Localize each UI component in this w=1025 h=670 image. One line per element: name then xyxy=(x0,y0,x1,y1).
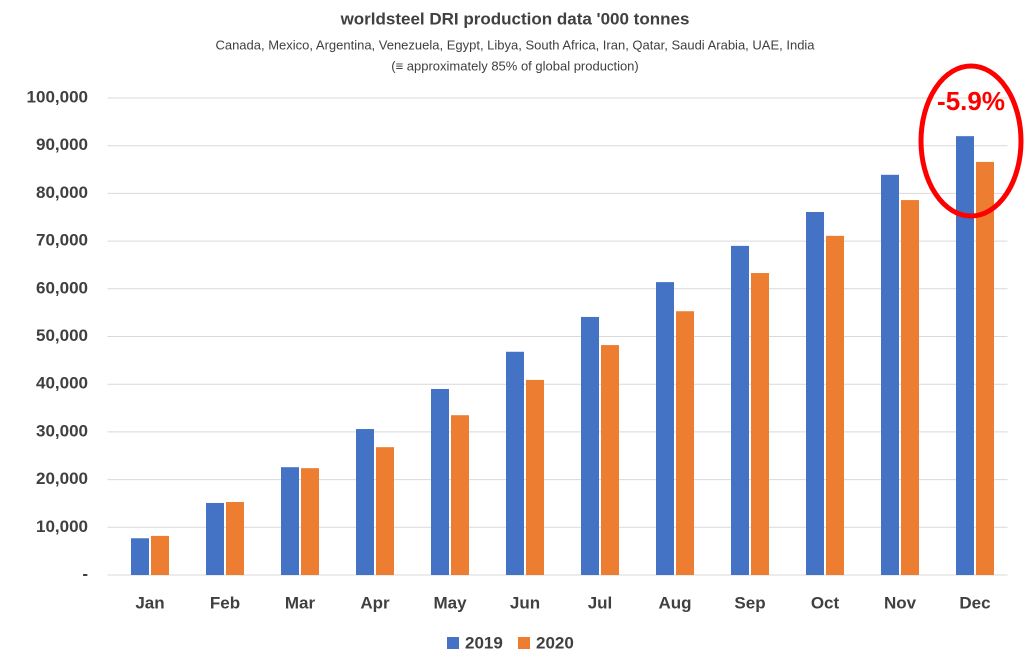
bar xyxy=(676,311,694,575)
y-tick-label: 80,000 xyxy=(36,183,88,202)
chart-title: worldsteel DRI production data '000 tonn… xyxy=(340,9,690,28)
x-tick-label: Dec xyxy=(959,593,990,612)
bar xyxy=(656,282,674,575)
y-tick-label: - xyxy=(82,564,88,583)
bar xyxy=(901,200,919,575)
bar xyxy=(956,136,974,575)
bar xyxy=(506,351,524,575)
y-tick-label: 90,000 xyxy=(36,135,88,154)
x-tick-label: Jul xyxy=(588,593,613,612)
chart-subtitle: (≡ approximately 85% of global productio… xyxy=(391,58,639,73)
bar xyxy=(581,316,599,575)
bar xyxy=(376,447,394,575)
x-tick-label: May xyxy=(433,593,467,612)
bar xyxy=(431,388,449,575)
bar xyxy=(356,429,374,575)
x-tick-label: Jun xyxy=(510,593,540,612)
y-tick-label: 100,000 xyxy=(27,87,88,106)
bar xyxy=(976,161,994,575)
bar xyxy=(731,245,749,575)
grid xyxy=(107,97,1008,576)
y-tick-label: 40,000 xyxy=(36,374,88,393)
y-tick-label: 70,000 xyxy=(36,231,88,250)
bar xyxy=(281,467,299,575)
bar xyxy=(526,379,544,575)
legend-swatch xyxy=(447,637,459,649)
bar xyxy=(151,535,169,575)
x-tick-label: Nov xyxy=(884,593,917,612)
x-tick-label: Oct xyxy=(811,593,840,612)
x-tick-label: Feb xyxy=(210,593,240,612)
y-tick-label: 20,000 xyxy=(36,469,88,488)
bar xyxy=(601,345,619,575)
x-tick-label: Apr xyxy=(360,593,390,612)
highlight-ellipse xyxy=(918,63,1024,219)
legend-label: 2019 xyxy=(465,633,503,652)
bar xyxy=(206,502,224,575)
bar xyxy=(806,212,824,576)
legend-label: 2020 xyxy=(536,633,574,652)
y-tick-label: 50,000 xyxy=(36,326,88,345)
y-tick-label: 30,000 xyxy=(36,421,88,440)
bar xyxy=(451,415,469,575)
bar xyxy=(226,502,244,575)
x-tick-label: Sep xyxy=(734,593,765,612)
bar xyxy=(751,273,769,575)
chart-subtitle: Canada, Mexico, Argentina, Venezuela, Eg… xyxy=(215,37,815,52)
x-tick-label: Mar xyxy=(285,593,316,612)
bar xyxy=(881,174,899,575)
bar xyxy=(826,235,844,575)
annotation: -5.9% xyxy=(937,86,1005,116)
legend-swatch xyxy=(518,637,530,649)
y-tick-label: 10,000 xyxy=(36,517,88,536)
x-tick-label: Jan xyxy=(135,593,164,612)
bar xyxy=(131,538,149,575)
bars xyxy=(131,136,994,576)
bar xyxy=(301,468,319,575)
y-tick-label: 60,000 xyxy=(36,278,88,297)
x-tick-label: Aug xyxy=(658,593,691,612)
